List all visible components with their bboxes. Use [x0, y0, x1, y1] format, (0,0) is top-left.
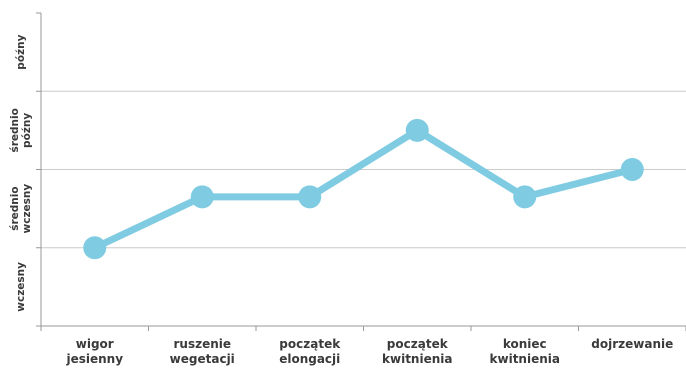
x-tick-label-line: początek — [279, 337, 341, 351]
data-point — [513, 185, 537, 209]
y-tick-label-line: średnio — [9, 186, 21, 230]
x-tick-label-line: początek — [387, 337, 449, 351]
data-point — [298, 185, 322, 209]
gridlines — [41, 90, 686, 249]
x-tick-label: wigor jesienny — [65, 337, 123, 366]
data-point — [190, 185, 214, 209]
y-tick-label: późny — [15, 34, 27, 69]
x-tick-label-line: koniec — [503, 337, 547, 351]
y-tick-label: średniopóźny — [9, 108, 33, 152]
x-tick-label: koniec kwitnienia — [490, 337, 560, 366]
data-point — [405, 118, 429, 142]
axes — [36, 12, 686, 331]
x-tick-label-line: kwitnienia — [490, 352, 560, 366]
x-tick-label-line: dojrzewanie — [591, 337, 673, 351]
x-tick-label-line: ruszenie — [173, 337, 231, 351]
series-line — [91, 126, 636, 252]
data-point — [620, 158, 644, 181]
x-tick-label-line: elongacji — [279, 352, 340, 366]
y-tick-label-line: wczesny — [21, 184, 33, 234]
y-tick-label-line: późny — [15, 34, 27, 69]
x-tick-label: dojrzewanie — [591, 337, 673, 351]
data-point — [83, 236, 107, 260]
y-tick-label: średniowczesny — [9, 184, 33, 234]
y-tick-label: wczesny — [15, 262, 27, 312]
x-tick-label: początek elongacji — [279, 337, 341, 366]
y-tick-label-line: średnio — [9, 108, 21, 152]
data-series — [83, 118, 644, 260]
x-tick-label: ruszenie wegetacji — [170, 337, 235, 366]
y-tick-label-line: wczesny — [15, 262, 27, 312]
x-tick-label-line: jesienny — [65, 352, 123, 366]
x-tick-label-line: wigor — [76, 337, 114, 351]
x-tick-label-line: kwitnienia — [382, 352, 452, 366]
x-tick-label: początek kwitnienia — [382, 337, 452, 366]
y-tick-label-line: późny — [21, 113, 33, 148]
x-tick-label-line: wegetacji — [170, 352, 235, 366]
